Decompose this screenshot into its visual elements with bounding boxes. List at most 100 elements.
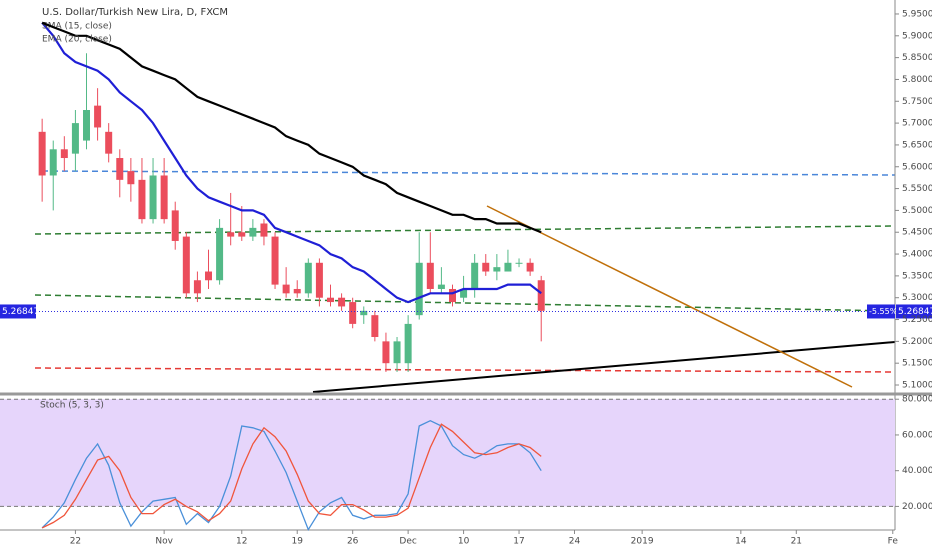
candle-body: [216, 227, 224, 281]
candle-body: [249, 227, 257, 237]
candle-body: [460, 288, 468, 298]
candle-body: [49, 149, 57, 176]
candle-body: [448, 288, 456, 303]
candle-body: [60, 149, 68, 159]
candle-body: [293, 288, 301, 294]
candle-body: [138, 179, 146, 220]
candle-body: [371, 315, 379, 337]
candle-body: [94, 105, 102, 128]
y-tick-label: 5.25000: [902, 315, 932, 325]
candle-body: [437, 284, 445, 289]
trend-line: [486, 205, 853, 388]
candle-body: [182, 236, 190, 294]
candle-body: [149, 175, 157, 220]
candle-body: [426, 262, 434, 289]
stoch-band: [0, 399, 895, 507]
y-tick-label: 40.0000: [902, 466, 932, 476]
candle-body: [393, 341, 401, 364]
x-tick-label: 24: [569, 537, 581, 547]
y-tick-label: 5.30000: [902, 293, 932, 303]
y-tick-label: 5.40000: [902, 250, 932, 260]
candle-body: [205, 271, 213, 281]
candle-body: [105, 131, 113, 154]
candle-body: [382, 341, 390, 364]
indicator-label: Stoch (5, 3, 3): [40, 401, 104, 411]
candle-body: [404, 323, 412, 364]
x-tick-label: 10: [458, 537, 470, 547]
last-price-label: 5.26847: [898, 307, 932, 317]
x-tick-label: 14: [735, 537, 747, 547]
y-tick-label: 5.55000: [902, 184, 932, 194]
x-tick-label: 19: [291, 537, 303, 547]
y-tick-label: 5.45000: [902, 228, 932, 238]
x-tick-label: 2019: [631, 537, 654, 547]
x-tick-label: 12: [236, 537, 247, 547]
candle-body: [415, 262, 423, 316]
candle-body: [360, 310, 368, 316]
y-tick-label: 5.50000: [902, 206, 932, 216]
x-tick-label: Fe: [888, 537, 899, 547]
candle-body: [38, 131, 46, 176]
trend-line: [34, 294, 896, 312]
moving-average-line: [41, 21, 542, 234]
candle-body: [193, 280, 201, 294]
pane: Stoch (5, 3, 3) 22 Nov 12 19 26 Dec 10 17 24 2019 1…: [0, 395, 932, 547]
candle-body: [326, 297, 334, 303]
candle-body: [83, 110, 91, 141]
pane: SMA (15, close) EMA (20, close) U.S. Dolla…: [0, 7, 932, 391]
y-tick-label: 5.20000: [902, 337, 932, 347]
change-label: -5.55%: [869, 307, 898, 316]
candle-body: [282, 284, 290, 294]
candle-body: [71, 123, 79, 154]
stoch-line: [41, 423, 542, 529]
trend-line: [34, 367, 896, 373]
legend-entry: EMA (20, close): [42, 35, 112, 45]
x-tick-label: Nov: [155, 537, 173, 547]
x-tick-label: 22: [70, 537, 81, 547]
candle-body: [227, 232, 235, 237]
candle-body: [493, 267, 501, 272]
y-tick-label: 5.10000: [902, 381, 932, 391]
price-box: [896, 304, 932, 319]
candle-body: [471, 262, 479, 289]
y-tick-label: 80.0000: [902, 395, 932, 405]
candle-body: [127, 171, 135, 185]
y-tick-label: 5.15000: [902, 359, 932, 369]
legend-entry: SMA (15, close): [42, 22, 112, 32]
candle-body: [504, 262, 512, 272]
chart-title: U.S. Dollar/Turkish New Lira, D, FXCM: [42, 7, 228, 18]
y-tick-label: 5.75000: [902, 97, 932, 107]
y-tick-label: 5.35000: [902, 271, 932, 281]
y-tick-label: 60.0000: [902, 430, 932, 440]
candle-body: [116, 158, 124, 180]
candle-body: [515, 262, 523, 264]
y-tick-label: 5.65000: [902, 140, 932, 150]
candle-body: [338, 297, 346, 307]
y-tick-label: 20.0000: [902, 502, 932, 512]
change-box: [867, 304, 895, 319]
candle-body: [537, 280, 545, 311]
x-tick-label: 26: [347, 537, 359, 547]
candle-body: [482, 262, 490, 272]
y-tick-label: 5.95000: [902, 9, 932, 19]
y-tick-label: 5.85000: [902, 53, 932, 63]
y-tick-label: 5.60000: [902, 162, 932, 172]
x-tick-label: 21: [791, 537, 802, 547]
candle-body: [304, 262, 312, 294]
candle-body: [160, 175, 168, 220]
y-tick-label: 5.70000: [902, 119, 932, 129]
candle-body: [238, 232, 246, 237]
trend-line: [312, 341, 896, 393]
x-tick-label: Dec: [399, 537, 416, 547]
last-price-label: 5.26847: [2, 307, 39, 317]
stoch-line: [41, 419, 542, 532]
y-tick-label: 5.80000: [902, 75, 932, 85]
price-box: [0, 304, 36, 319]
x-tick-label: 17: [513, 537, 524, 547]
candle-body: [271, 236, 279, 285]
y-tick-label: 5.90000: [902, 31, 932, 41]
candle-body: [315, 262, 323, 298]
candle-body: [260, 223, 268, 237]
candle-body: [171, 210, 179, 241]
